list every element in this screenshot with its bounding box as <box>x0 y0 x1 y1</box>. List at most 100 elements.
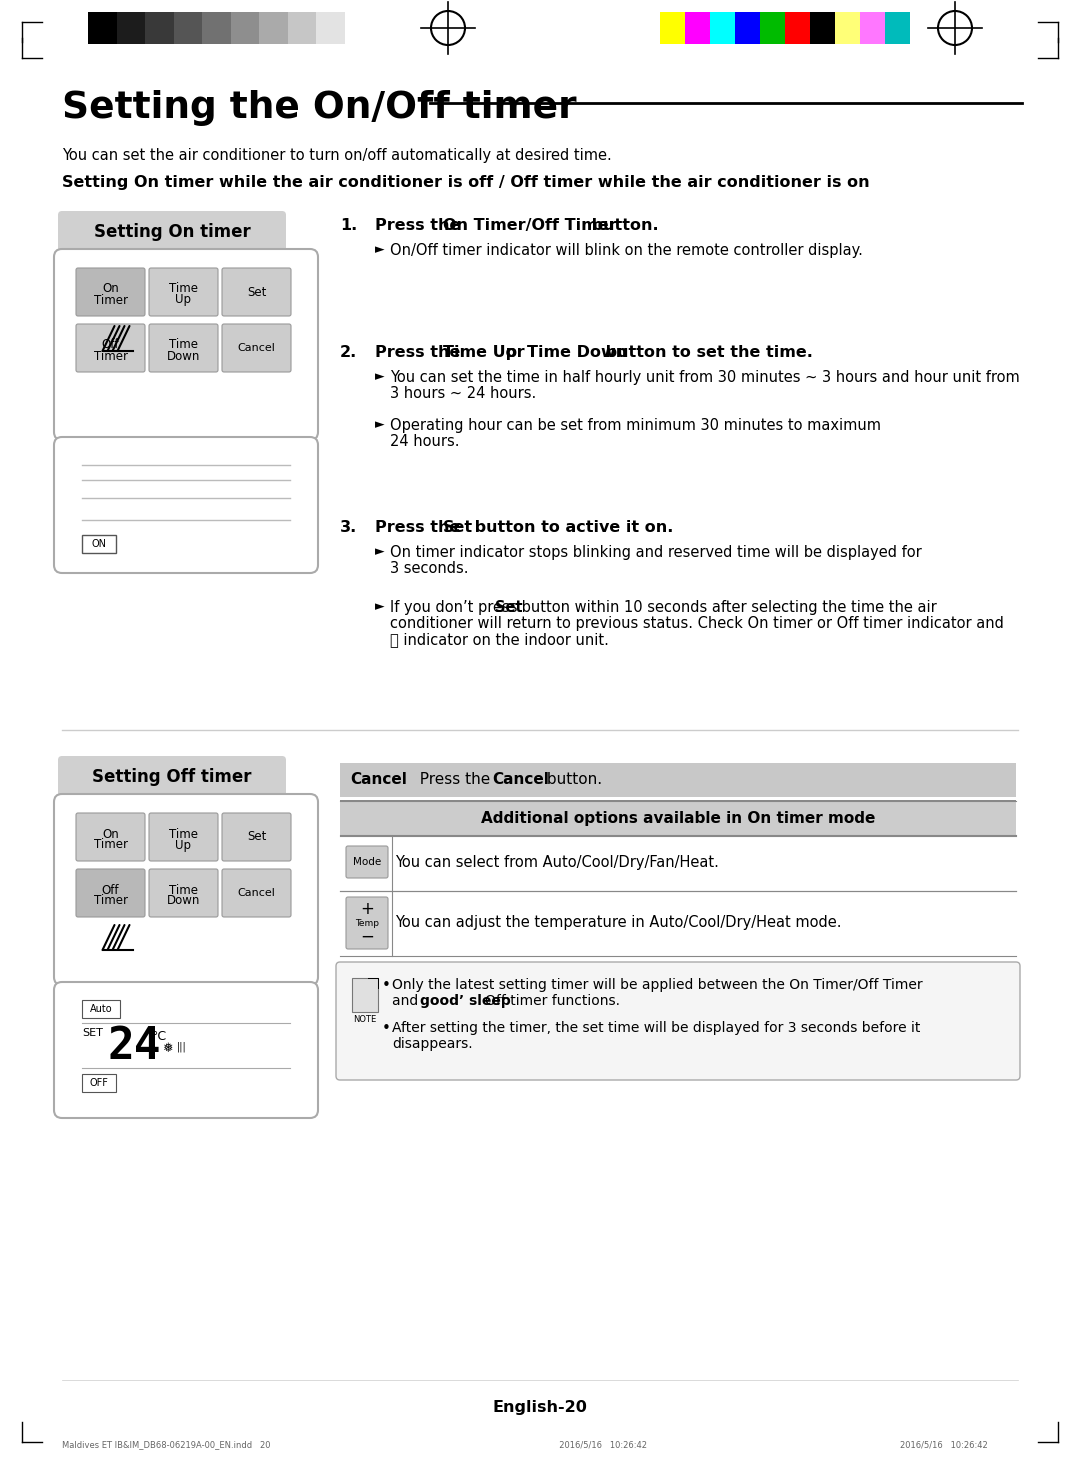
FancyBboxPatch shape <box>76 813 145 861</box>
Text: Timer: Timer <box>94 293 127 306</box>
Bar <box>174 12 202 44</box>
Text: Temp: Temp <box>355 918 379 928</box>
Text: ►: ► <box>375 419 384 430</box>
Text: Setting the On/Off timer: Setting the On/Off timer <box>62 89 577 126</box>
Bar <box>117 12 145 44</box>
Text: Timer: Timer <box>94 839 127 852</box>
FancyBboxPatch shape <box>149 870 218 916</box>
Text: After setting the timer, the set time will be displayed for 3 seconds before it: After setting the timer, the set time wi… <box>392 1020 920 1035</box>
Text: Time: Time <box>168 338 198 351</box>
Bar <box>340 763 1016 796</box>
Text: On Timer/Off Timer: On Timer/Off Timer <box>443 218 617 233</box>
Text: Press the: Press the <box>375 520 465 534</box>
Text: Setting On timer: Setting On timer <box>94 223 251 242</box>
Text: If you don’t press: If you don’t press <box>390 600 522 615</box>
Text: Time: Time <box>168 283 198 296</box>
Text: Maldives ET IB&IM_DB68-06219A-00_EN.indd   20                                   : Maldives ET IB&IM_DB68-06219A-00_EN.indd… <box>62 1441 647 1449</box>
Text: Time Up: Time Up <box>443 346 517 360</box>
FancyBboxPatch shape <box>54 793 318 985</box>
Text: Set: Set <box>247 285 266 299</box>
Text: 24: 24 <box>107 1025 161 1069</box>
Bar <box>82 1000 120 1017</box>
FancyBboxPatch shape <box>149 268 218 316</box>
Text: Off timer functions.: Off timer functions. <box>485 994 620 1009</box>
Bar <box>316 12 345 44</box>
Bar <box>835 12 860 44</box>
FancyBboxPatch shape <box>54 982 318 1118</box>
Text: 3 seconds.: 3 seconds. <box>390 561 469 575</box>
Text: ON: ON <box>92 539 107 549</box>
Bar <box>810 12 835 44</box>
Bar <box>340 892 1016 956</box>
Text: Additional options available in On timer mode: Additional options available in On timer… <box>481 811 875 826</box>
FancyBboxPatch shape <box>222 324 291 372</box>
Text: 2016/5/16   10:26:42: 2016/5/16 10:26:42 <box>900 1441 988 1449</box>
Text: Up: Up <box>175 293 191 306</box>
Text: 2.: 2. <box>340 346 357 360</box>
FancyBboxPatch shape <box>54 249 318 441</box>
FancyBboxPatch shape <box>76 870 145 916</box>
Text: button.: button. <box>586 218 659 233</box>
Bar <box>735 12 760 44</box>
Text: •: • <box>382 978 391 993</box>
Text: Time: Time <box>168 883 198 896</box>
FancyBboxPatch shape <box>336 962 1020 1080</box>
Text: Up: Up <box>175 839 191 852</box>
Text: conditioner will return to previous status. Check On timer or Off timer indicato: conditioner will return to previous stat… <box>390 616 1004 631</box>
Text: Set: Set <box>247 830 266 843</box>
Text: SET: SET <box>82 1028 103 1038</box>
Bar <box>259 12 287 44</box>
Bar <box>785 12 810 44</box>
Text: You can set the time in half hourly unit from 30 minutes ~ 3 hours and hour unit: You can set the time in half hourly unit… <box>390 370 1020 385</box>
Text: You can adjust the temperature in Auto/Cool/Dry/Heat mode.: You can adjust the temperature in Auto/C… <box>395 915 841 931</box>
Bar <box>82 1075 116 1092</box>
Text: Down: Down <box>166 350 200 363</box>
Bar <box>230 12 259 44</box>
Text: On: On <box>103 283 119 296</box>
Text: English-20: English-20 <box>492 1400 588 1416</box>
Text: Timer: Timer <box>94 350 127 363</box>
Text: button to active it on.: button to active it on. <box>469 520 673 534</box>
Text: Cancel: Cancel <box>238 343 275 353</box>
Text: ⓘ indicator on the indoor unit.: ⓘ indicator on the indoor unit. <box>390 632 609 647</box>
Text: Off: Off <box>102 338 119 351</box>
Text: Cancel: Cancel <box>238 889 275 897</box>
Bar <box>202 12 230 44</box>
Text: Only the latest setting timer will be applied between the On Timer/Off Timer: Only the latest setting timer will be ap… <box>392 978 922 993</box>
Bar <box>660 12 685 44</box>
Bar <box>885 12 910 44</box>
Text: Time Down: Time Down <box>527 346 627 360</box>
Text: Mode: Mode <box>353 856 381 867</box>
Bar <box>352 978 378 1012</box>
Bar <box>710 12 735 44</box>
FancyBboxPatch shape <box>58 211 286 253</box>
Text: 3 hours ~ 24 hours.: 3 hours ~ 24 hours. <box>390 386 537 401</box>
Text: On: On <box>103 827 119 840</box>
Text: You can select from Auto/Cool/Dry/Fan/Heat.: You can select from Auto/Cool/Dry/Fan/He… <box>395 855 719 871</box>
Text: Press the: Press the <box>375 346 465 360</box>
Text: Setting On timer while the air conditioner is off / Off timer while the air cond: Setting On timer while the air condition… <box>62 176 869 190</box>
Bar <box>685 12 710 44</box>
Bar <box>860 12 885 44</box>
Text: button within 10 seconds after selecting the time the air: button within 10 seconds after selecting… <box>517 600 936 615</box>
Text: 1.: 1. <box>340 218 357 233</box>
Text: Timer: Timer <box>94 895 127 908</box>
Text: Setting Off timer: Setting Off timer <box>92 769 252 786</box>
Text: and: and <box>392 994 422 1009</box>
Text: ►: ► <box>375 243 384 256</box>
Bar <box>287 12 316 44</box>
Text: Operating hour can be set from minimum 30 minutes to maximum: Operating hour can be set from minimum 3… <box>390 419 881 433</box>
FancyBboxPatch shape <box>222 870 291 916</box>
Bar <box>340 801 1016 834</box>
Text: Set: Set <box>495 600 523 615</box>
Text: ►: ► <box>375 545 384 558</box>
Text: NOTE: NOTE <box>353 1015 377 1023</box>
Text: ►: ► <box>375 600 384 613</box>
Text: Off: Off <box>102 883 119 896</box>
Text: Set: Set <box>443 520 473 534</box>
Text: You can set the air conditioner to turn on/off automatically at desired time.: You can set the air conditioner to turn … <box>62 148 611 163</box>
Bar <box>82 534 116 553</box>
Text: Auto: Auto <box>90 1004 112 1015</box>
Text: On timer indicator stops blinking and reserved time will be displayed for: On timer indicator stops blinking and re… <box>390 545 921 561</box>
Text: Down: Down <box>166 895 200 908</box>
